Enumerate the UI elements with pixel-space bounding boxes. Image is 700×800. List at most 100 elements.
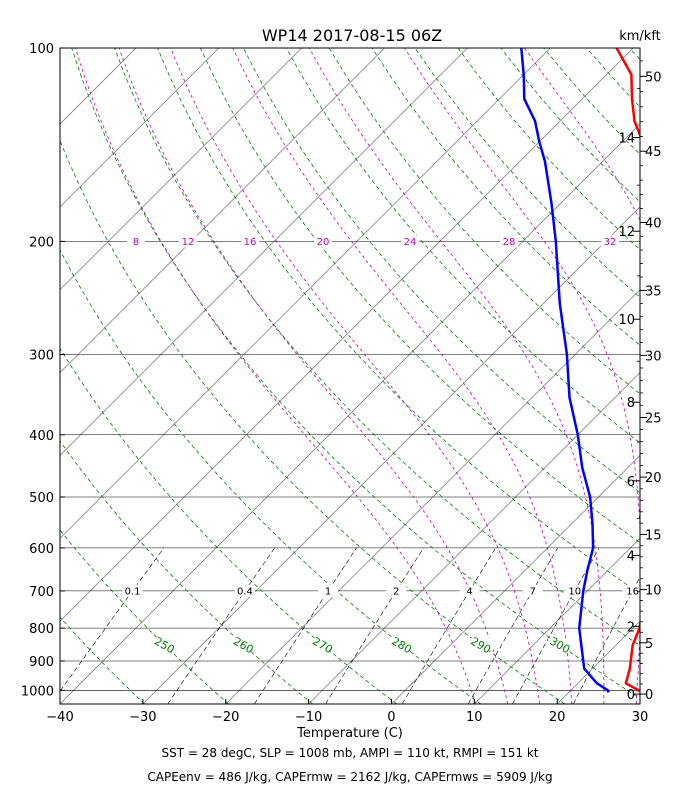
isotherm-line xyxy=(391,454,640,704)
pressure-tick-label: 300 xyxy=(29,348,54,363)
mixing-ratio-label: 7 xyxy=(529,586,535,597)
mixing-ratio-label-bg xyxy=(459,584,480,597)
moist-adiabat-label-bg xyxy=(601,235,619,248)
moist-adiabat-label-bg xyxy=(179,235,197,248)
isotherm-line xyxy=(60,123,640,704)
moist-adiabat-line xyxy=(524,48,640,221)
kft-tick-label: 0 xyxy=(645,688,653,703)
km-tick-label: 8 xyxy=(627,396,635,411)
moist-adiabat-label: 20 xyxy=(317,237,330,248)
isotherm-line xyxy=(60,48,468,456)
moist-adiabat-line xyxy=(118,48,509,704)
kft-tick-label: 30 xyxy=(645,349,662,364)
isotherm-line xyxy=(60,48,220,208)
pressure-tick-label: 1000 xyxy=(21,684,54,699)
mixing-ratio-label-bg xyxy=(564,584,585,597)
dry-adiabat-label-bg xyxy=(310,638,335,652)
mixing-ratio-label: 1 xyxy=(325,586,331,597)
mixing-ratio-label: 16 xyxy=(626,586,639,597)
dry-adiabat-label-bg xyxy=(389,638,414,652)
kft-tick-label: 40 xyxy=(645,216,662,231)
mixing-ratio-line xyxy=(167,547,275,704)
x-tick-label: −20 xyxy=(212,710,239,725)
dry-adiabat-label: 260 xyxy=(231,635,256,657)
dry-adiabat-line xyxy=(457,48,640,250)
dry-adiabat-label: 300 xyxy=(547,635,572,657)
isotherm-line xyxy=(60,48,385,374)
dry-adiabat-line xyxy=(60,702,61,704)
dry-adiabat-label-bg xyxy=(468,638,493,652)
plot-frame xyxy=(59,47,641,705)
moist-adiabat-label-bg xyxy=(500,235,518,248)
moist-adiabat-label-bg xyxy=(241,235,259,248)
km-tick-label: 4 xyxy=(627,549,635,564)
mixing-ratio-label-bg xyxy=(522,584,543,597)
moist-adiabat-label: 32 xyxy=(604,237,617,248)
right-axis-label: km/kft xyxy=(619,29,661,44)
dry-adiabat-label-bg xyxy=(152,638,177,652)
mixing-ratio-label-bg xyxy=(318,584,339,597)
kft-tick-label: 25 xyxy=(645,411,662,426)
mixing-ratio-line xyxy=(512,547,600,704)
dry-adiabat-line xyxy=(60,440,313,704)
dry-adiabat-line xyxy=(243,48,640,493)
temperature-profile xyxy=(615,48,640,693)
mixing-ratio-label-bg xyxy=(622,584,640,597)
moist-adiabat-label: 12 xyxy=(182,237,195,248)
mixing-ratio-label: 10 xyxy=(568,586,581,597)
dry-adiabat-label-bg xyxy=(548,638,573,652)
dry-adiabat-label: 270 xyxy=(310,635,335,657)
isotherm-line xyxy=(60,48,302,291)
mixing-ratio-label: 0.4 xyxy=(237,586,253,597)
isotherm-line xyxy=(474,537,640,704)
km-tick-label: 12 xyxy=(618,225,635,240)
mixing-ratio-line xyxy=(572,576,640,704)
pressure-tick-label: 400 xyxy=(29,429,54,444)
pressure-tick-label: 500 xyxy=(29,491,54,506)
mixing-ratio-label-bg xyxy=(386,584,407,597)
isotherm-line xyxy=(60,48,551,539)
kft-tick-label: 35 xyxy=(645,284,662,299)
moist-adiabat-line xyxy=(75,48,477,704)
kft-tick-label: 45 xyxy=(645,145,662,160)
x-tick-label: 0 xyxy=(387,710,395,725)
dry-adiabat-line xyxy=(586,48,640,108)
moist-adiabat-label: 16 xyxy=(244,237,257,248)
moist-adiabat-label-bg xyxy=(401,235,419,248)
dewpoint-profile xyxy=(520,48,610,693)
dry-adiabat-label-bg xyxy=(231,638,256,652)
moist-adiabat-label: 28 xyxy=(503,237,516,248)
mixing-ratio-line xyxy=(254,547,357,704)
pressure-tick-label: 700 xyxy=(29,585,54,600)
mixing-ratio-label-bg xyxy=(122,584,143,597)
x-tick-label: −10 xyxy=(295,710,322,725)
moist-adiabat-label-bg xyxy=(127,235,145,248)
dry-adiabat-line xyxy=(60,139,566,704)
moist-adiabat-label: 8 xyxy=(133,237,139,248)
mixing-ratio-label-bg xyxy=(234,584,255,597)
dry-adiabat-label: 280 xyxy=(389,635,414,657)
km-tick-label: 14 xyxy=(618,132,635,147)
moist-adiabat-label-bg xyxy=(314,235,332,248)
dry-adiabat-line xyxy=(114,48,640,647)
stats-line-1: SST = 28 degC, SLP = 1008 mb, AMPI = 110… xyxy=(161,746,539,760)
chart-title: WP14 2017-08-15 06Z xyxy=(262,26,442,45)
dry-adiabat-label: 250 xyxy=(152,635,177,657)
kft-tick-label: 5 xyxy=(645,637,653,652)
moist-adiabat-line xyxy=(232,48,573,704)
mixing-ratio-line xyxy=(325,547,424,704)
dry-adiabat-line xyxy=(60,248,482,704)
dry-adiabat-line xyxy=(60,347,397,704)
stats-line-2: CAPEenv = 486 J/kg, CAPErmw = 2162 J/kg,… xyxy=(147,770,553,784)
pressure-tick-label: 900 xyxy=(29,655,54,670)
moist-adiabat-line xyxy=(404,48,640,704)
pressure-tick-label: 600 xyxy=(29,542,54,557)
dry-adiabat-line xyxy=(200,48,640,544)
km-tick-label: 6 xyxy=(627,475,635,490)
isotherm-line xyxy=(60,48,634,622)
pressure-tick-label: 800 xyxy=(29,622,54,637)
dry-adiabat-line xyxy=(285,48,640,444)
x-tick-label: 10 xyxy=(466,710,483,725)
